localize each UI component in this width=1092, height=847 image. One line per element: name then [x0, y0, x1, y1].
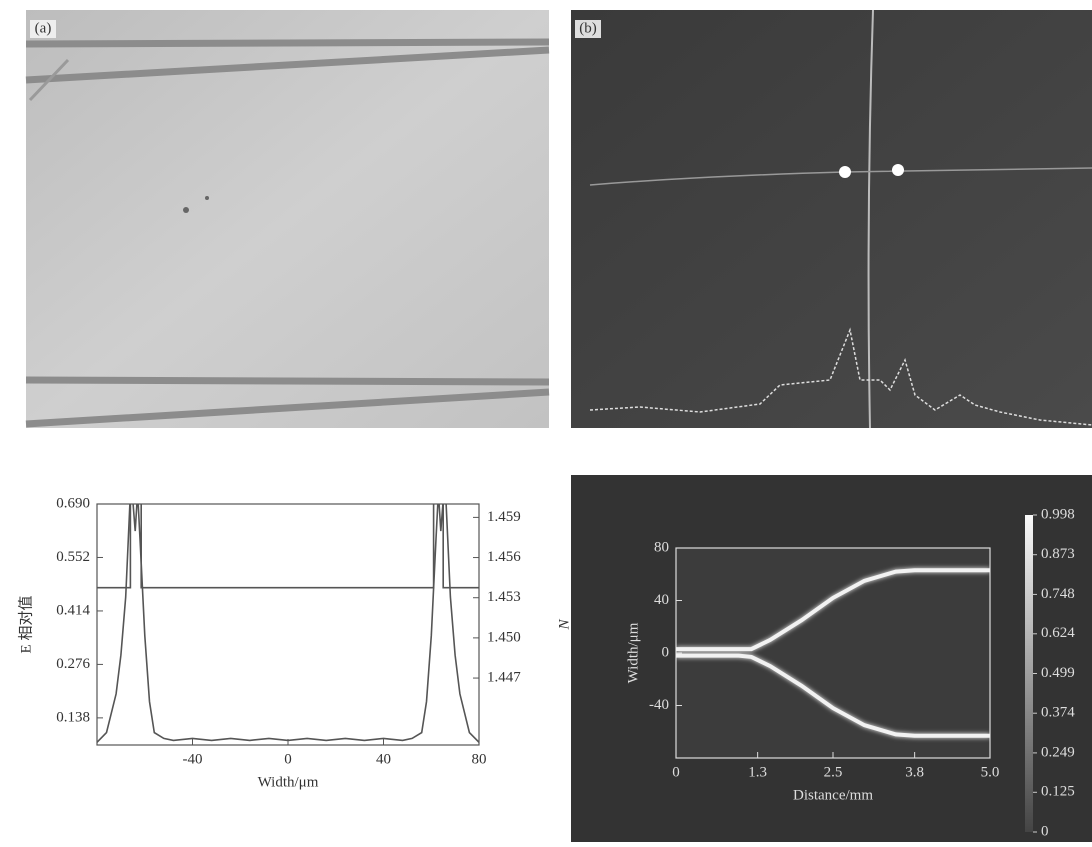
y-tick-label: 80 [654, 539, 669, 555]
colorbar-label: 0 [1041, 823, 1049, 839]
photo-a: (a) [25, 10, 550, 428]
panel-d [571, 475, 1092, 842]
x-tick-label: 0 [672, 764, 680, 780]
y-axis-label: Width/μm [625, 622, 641, 683]
y-axis-label: E 相对值 [17, 596, 34, 654]
y-tick-label: 0 [662, 644, 670, 660]
y-tick-label: 40 [654, 592, 669, 608]
y2-tick-label: 1.459 [487, 509, 521, 525]
colorbar-label: 0.998 [1041, 506, 1075, 522]
y2-tick-label: 1.450 [487, 629, 521, 645]
colorbar-label: 0.748 [1041, 586, 1075, 602]
heatmap-layer: 0 1.3 2.5 3.8 5.0 80 40 0 -40 Distance/mm Width/μm… [625, 506, 1075, 839]
panel-label: (b) [579, 20, 597, 36]
y-tick-label: 0.414 [56, 602, 90, 618]
y-tick-label: 0.552 [56, 549, 90, 565]
x-tick-label: 3.8 [905, 764, 924, 780]
line-series [97, 504, 479, 743]
x-tick-label: 0 [284, 751, 292, 767]
colorbar-label: 0.624 [1041, 625, 1075, 641]
y2-tick-label: 1.456 [487, 549, 521, 565]
colorbar-label: 0.374 [1041, 705, 1075, 721]
x-tick-label: 5.0 [981, 764, 1000, 780]
line-series [97, 504, 479, 589]
plot-frame [96, 503, 480, 746]
colorbar-label: 0.873 [1041, 546, 1075, 562]
colorbar [1025, 515, 1033, 832]
y-tick-label: 0.138 [56, 709, 90, 725]
x-axis-label: Distance/mm [793, 787, 873, 803]
colorbar-label: 0.499 [1041, 665, 1075, 681]
y-tick-label: 0.276 [56, 656, 90, 672]
intensity-branch [676, 653, 990, 738]
colorbar-label: 0.249 [1041, 744, 1075, 760]
x-tick-label: 1.3 [748, 764, 767, 780]
y2-axis-label: N [556, 619, 572, 631]
colorbar-label: 0.125 [1041, 784, 1075, 800]
x-tick-label: 80 [472, 751, 487, 767]
y2-tick-label: 1.447 [487, 669, 521, 685]
panel-label: (a) [35, 20, 52, 36]
intensity-branch [676, 568, 990, 652]
y2-tick-label: 1.453 [487, 589, 521, 605]
y-tick-label: -40 [649, 697, 669, 713]
y-tick-label: 0.690 [56, 495, 90, 511]
x-axis-label: Width/μm [258, 774, 319, 790]
photo-b: (b) [571, 9, 1092, 429]
x-tick-label: -40 [183, 751, 203, 767]
x-tick-label: 40 [376, 751, 391, 767]
x-tick-label: 2.5 [824, 764, 843, 780]
